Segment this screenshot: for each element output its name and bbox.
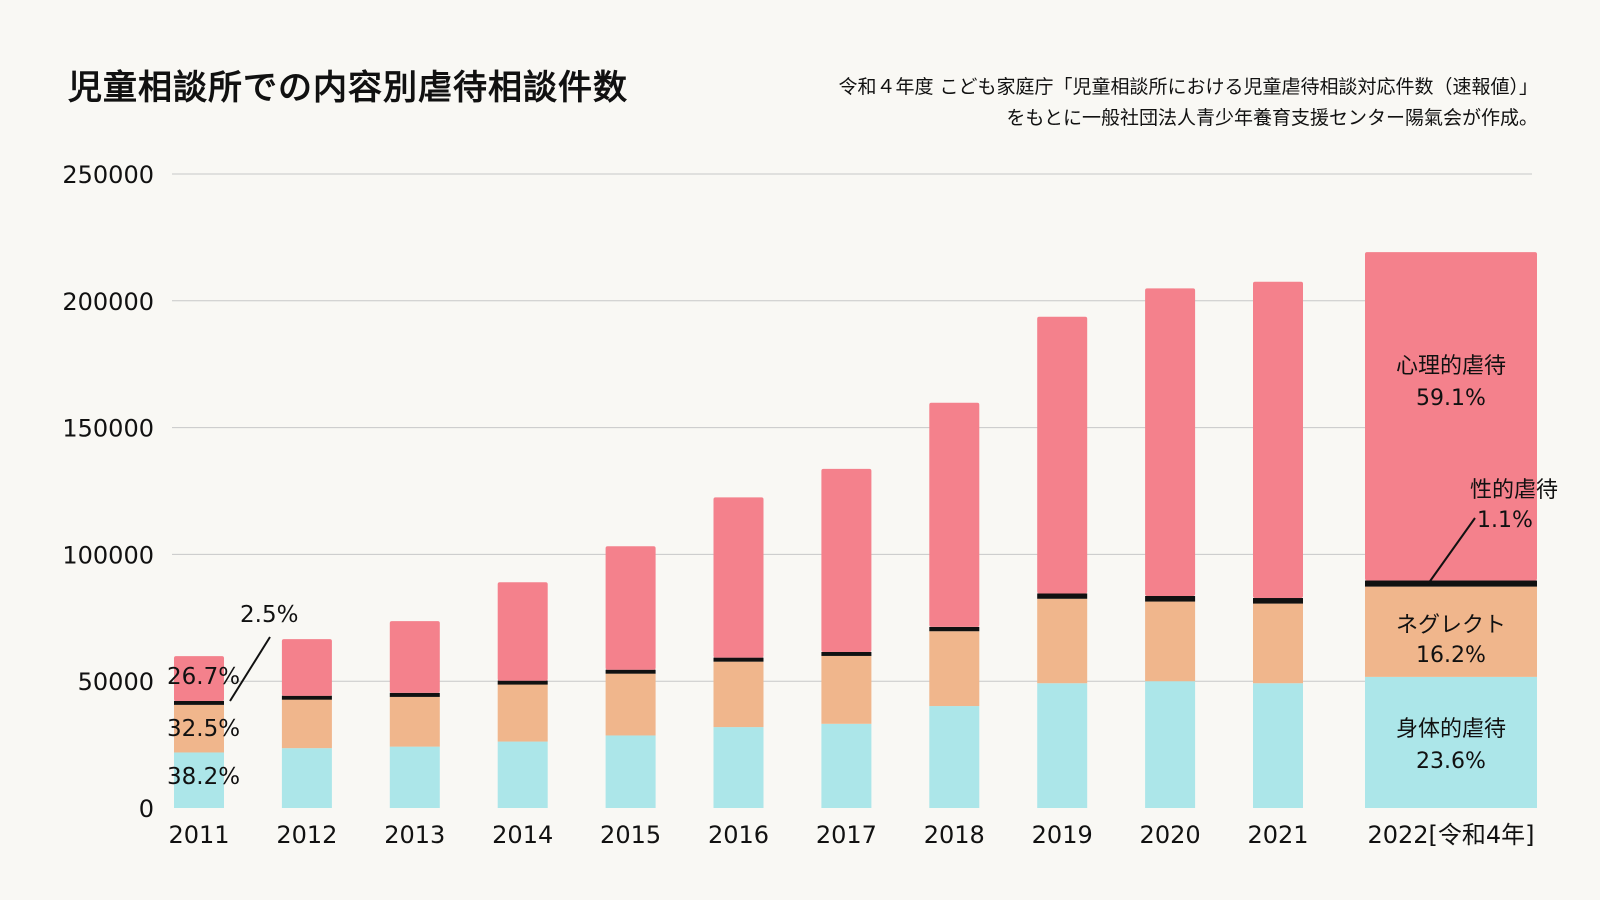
x-tick-label: 2022[令和4年] <box>1367 821 1534 849</box>
bar-sexual-2015 <box>605 669 656 674</box>
2022-sexual-leader-line <box>1427 517 1476 585</box>
bar-psychological-2022[令和4年] <box>1365 252 1537 581</box>
bar-physical-2020 <box>1145 681 1196 808</box>
x-tick-label: 2014 <box>492 821 553 849</box>
bar-neglect-2019 <box>1037 598 1088 684</box>
bar-physical-2013 <box>389 746 440 808</box>
y-tick-label: 50000 <box>78 668 154 696</box>
2011-psychological-pct: 26.7% <box>167 664 240 690</box>
x-tick-label: 2017 <box>816 821 877 849</box>
bar-neglect-2022[令和4年] <box>1365 586 1537 677</box>
2022-physical-pct: 23.6% <box>1416 749 1486 774</box>
2022-sexual-label: 性的虐待 <box>1470 478 1558 503</box>
source-line-1: 令和４年度 こども家庭庁「児童相談所における児童虐待相談対応件数（速報値）」 <box>838 76 1538 98</box>
y-tick-label: 100000 <box>62 541 154 569</box>
bar-sexual-2021 <box>1253 598 1303 604</box>
2022-physical-label: 身体的虐待 <box>1396 717 1506 742</box>
y-tick-label: 250000 <box>62 161 154 189</box>
2011-sexual-pct: 2.5% <box>240 602 298 628</box>
bar-psychological-2015 <box>605 546 656 670</box>
y-tick-label: 0 <box>139 795 154 823</box>
x-tick-label: 2019 <box>1032 821 1093 849</box>
bar-sexual-2020 <box>1145 595 1196 602</box>
2011-neglect-pct: 32.5% <box>167 716 240 742</box>
bar-psychological-2020 <box>1145 288 1196 596</box>
2022-neglect-pct: 16.2% <box>1416 643 1486 668</box>
source-line-2: をもとに一般社団法人青少年養育支援センター陽氣会が作成。 <box>1006 107 1538 129</box>
bar-sexual-2014 <box>497 680 548 685</box>
x-tick-label: 2018 <box>924 821 985 849</box>
bar-psychological-2018 <box>929 402 980 627</box>
bar-sexual-2017 <box>821 651 872 656</box>
x-tick-label: 2012 <box>276 821 337 849</box>
bar-psychological-2014 <box>497 582 548 681</box>
x-tick-label: 2016 <box>708 821 769 849</box>
bar-physical-2012 <box>281 748 332 808</box>
bar-physical-2011 <box>174 752 224 808</box>
bar-psychological-2011 <box>174 656 224 701</box>
x-tick-label: 2011 <box>168 821 229 849</box>
bar-physical-2017 <box>821 723 872 808</box>
y-tick-label: 200000 <box>62 288 154 316</box>
2022-sexual-pct: 1.1% <box>1477 508 1533 533</box>
bar-physical-2014 <box>497 741 548 808</box>
2011-physical-pct: 38.2% <box>167 764 240 790</box>
bar-psychological-2019 <box>1037 316 1088 594</box>
bar-neglect-2015 <box>605 673 656 736</box>
x-tick-label: 2021 <box>1247 821 1308 849</box>
bar-sexual-2013 <box>389 692 440 697</box>
label-layer: 26.7% 2.5% 32.5% 38.2% 心理的虐待 59.1% 性的虐待 … <box>167 354 1558 790</box>
bar-neglect-2011 <box>174 704 224 753</box>
bar-sexual-2018 <box>929 626 980 632</box>
bar-psychological-2021 <box>1253 281 1303 599</box>
2022-psychological-pct: 59.1% <box>1416 386 1486 411</box>
bar-physical-2022[令和4年] <box>1365 676 1537 808</box>
x-tick-label: 2015 <box>600 821 661 849</box>
x-tick-label: 2020 <box>1140 821 1201 849</box>
bar-layer <box>174 252 1537 808</box>
2022-psychological-label: 心理的虐待 <box>1396 354 1506 379</box>
bar-sexual-2016 <box>713 657 764 662</box>
bar-physical-2016 <box>713 727 764 808</box>
bar-sexual-2019 <box>1037 593 1088 599</box>
bar-neglect-2018 <box>929 631 980 707</box>
bar-physical-2015 <box>605 735 656 808</box>
2022-neglect-label: ネグレクト <box>1396 613 1506 638</box>
bar-physical-2019 <box>1037 683 1088 808</box>
bar-neglect-2020 <box>1145 601 1196 682</box>
bar-neglect-2021 <box>1253 603 1303 684</box>
bar-sexual-2011 <box>174 700 224 705</box>
bar-sexual-2022[令和4年] <box>1365 580 1537 587</box>
source-note: 令和４年度 こども家庭庁「児童相談所における児童虐待相談対応件数（速報値）」 を… <box>838 72 1538 134</box>
2011-sexual-leader-line <box>229 636 271 702</box>
bar-psychological-2012 <box>281 639 332 696</box>
bar-sexual-2012 <box>281 695 332 700</box>
x-tick-label: 2013 <box>384 821 445 849</box>
bar-neglect-2017 <box>821 655 872 724</box>
chart-title: 児童相談所での内容別虐待相談件数 <box>68 68 628 108</box>
bar-psychological-2016 <box>713 497 764 658</box>
bar-neglect-2016 <box>713 661 764 728</box>
bar-physical-2018 <box>929 706 980 808</box>
bar-psychological-2013 <box>389 621 440 693</box>
bar-neglect-2013 <box>389 696 440 747</box>
bar-psychological-2017 <box>821 468 872 653</box>
bar-neglect-2014 <box>497 684 548 742</box>
y-tick-label: 150000 <box>62 415 154 443</box>
bar-physical-2021 <box>1253 683 1303 808</box>
bar-neglect-2012 <box>281 699 332 749</box>
